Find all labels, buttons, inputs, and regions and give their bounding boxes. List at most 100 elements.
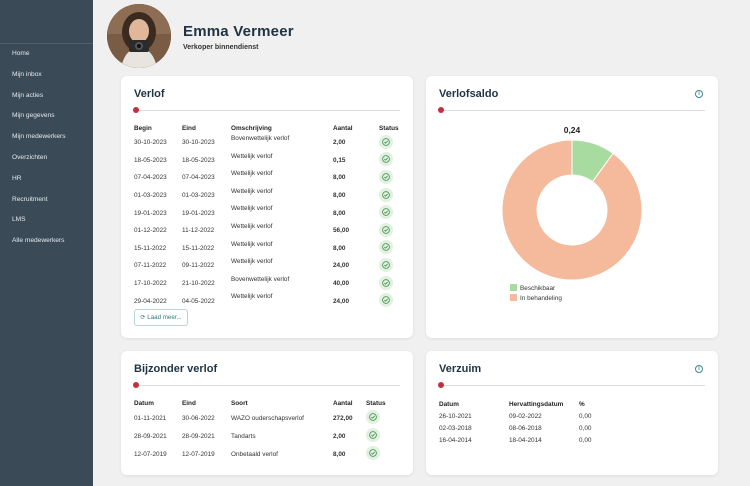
cell-begin: 18-05-2023	[134, 156, 167, 164]
cell-status	[379, 292, 404, 310]
cell-eind: 18-05-2023	[182, 156, 215, 164]
cell-begin: 19-01-2023	[134, 209, 167, 217]
divider	[134, 385, 400, 386]
cell-datum: 02-03-2018	[439, 424, 472, 432]
cell-omschrijving: Bovenwettelijk verlof	[231, 275, 290, 283]
table-row: 01-03-2023 01-03-2023 Wettelijk verlof 8,00	[134, 187, 404, 205]
cell-omschrijving: Wettelijk verlof	[231, 240, 273, 248]
cell-eind: 15-11-2022	[182, 244, 215, 252]
cell-status	[379, 222, 404, 240]
cell-hervatting: 09-02-2022	[509, 412, 542, 420]
load-more-label: Laad meer...	[147, 314, 182, 321]
approved-status-icon	[379, 275, 393, 290]
table-row: 30-10-2023 30-10-2023 Bovenwettelijk verlo…	[134, 134, 404, 152]
cell-omschrijving: Wettelijk verlof	[231, 205, 273, 213]
cell-status	[379, 152, 404, 170]
col-omschrijving: Omschrijving	[231, 124, 272, 132]
cell-aantal: 8,00	[333, 192, 346, 200]
table-row: 19-01-2023 19-01-2023 Wettelijk verlof 8,00	[134, 204, 404, 222]
cell-status	[366, 427, 404, 445]
approved-status-icon	[379, 240, 393, 255]
legend-item-in-behandeling: In behandeling	[510, 293, 562, 304]
table-row: 18-05-2023 18-05-2023 Wettelijk verlof 0,15	[134, 152, 404, 170]
cell-soort: WAZO ouderschapsverlof	[231, 414, 304, 422]
sidebar-item-hr[interactable]: HR	[12, 174, 22, 182]
bijzonder-title: Bijzonder verlof	[134, 363, 218, 375]
cell-status	[379, 169, 404, 187]
table-row: 01-11-2021 30-06-2022 WAZO ouderschapsverl…	[134, 409, 404, 427]
cell-eind: 11-12-2022	[182, 227, 215, 235]
approved-status-icon	[379, 134, 393, 149]
cell-aantal: 0,15	[333, 156, 346, 164]
chart-legend: Beschikbaar In behandeling	[510, 283, 562, 304]
cell-percentage: 0,00	[579, 424, 592, 432]
table-row: 02-03-2018 08-06-2018 0,00	[439, 422, 639, 434]
table-row: 12-07-2019 12-07-2019 Onbetaald verlof 8,00	[134, 445, 404, 463]
load-more-button[interactable]: ⟳ Laad meer...	[134, 309, 188, 326]
table-row: 16-04-2014 18-04-2014 0,00	[439, 434, 639, 446]
cell-aantal: 8,00	[333, 244, 346, 252]
col-begin: Begin	[134, 124, 152, 132]
cell-aantal: 8,00	[333, 174, 346, 182]
approved-status-icon	[366, 446, 380, 460]
cell-begin: 17-10-2022	[134, 280, 167, 288]
sidebar-item-recruitment[interactable]: Recruitment	[12, 195, 48, 203]
col-datum: Datum	[134, 399, 154, 407]
col-status: Status	[366, 399, 386, 407]
verzuim-card: Verzuim i Datum Hervattingsdatum % 26-10…	[426, 351, 718, 475]
indicator-dot	[133, 107, 139, 113]
verzuim-table: Datum Hervattingsdatum % 26-10-2021 09-02…	[439, 398, 639, 446]
cell-eind: 21-10-2022	[182, 280, 215, 288]
cell-datum: 28-09-2021	[134, 432, 167, 440]
cell-aantal: 272,00	[333, 414, 353, 422]
cell-eind: 28-09-2021	[182, 432, 215, 440]
sidebar-item-lms[interactable]: LMS	[12, 216, 26, 224]
cell-aantal: 8,00	[333, 209, 346, 217]
cell-aantal: 2,00	[333, 139, 346, 147]
sidebar-item-overzichten[interactable]: Overzichten	[12, 153, 48, 161]
verlof-title: Verlof	[134, 88, 165, 100]
cell-status	[379, 257, 404, 275]
verzuim-title: Verzuim	[439, 363, 482, 375]
col-aantal: Aantal	[333, 399, 353, 407]
cell-omschrijving: Wettelijk verlof	[231, 293, 273, 301]
cell-aantal: 2,00	[333, 432, 346, 440]
saldo-value: 0,24	[563, 125, 581, 135]
approved-status-icon	[379, 257, 393, 272]
verlof-card: Verlof Begin Eind Omschrijving Aantal St…	[121, 76, 413, 338]
approved-status-icon	[379, 222, 393, 237]
verlofsaldo-title: Verlofsaldo	[439, 88, 499, 100]
info-icon[interactable]: i	[695, 90, 703, 98]
cell-begin: 30-10-2023	[134, 139, 167, 147]
sidebar-item-acties[interactable]: Mijn acties	[12, 91, 44, 99]
cell-status	[379, 204, 404, 222]
donut-slice-in-behandeling[interactable]	[501, 139, 643, 281]
sidebar-item-inbox[interactable]: Mijn inbox	[12, 70, 42, 78]
approved-status-icon	[379, 152, 393, 167]
info-icon[interactable]: i	[695, 365, 703, 373]
cell-omschrijving: Wettelijk verlof	[231, 187, 273, 195]
sidebar-item-medewerkers[interactable]: Mijn medewerkers	[12, 133, 66, 141]
col-status: Status	[379, 124, 399, 132]
col-aantal: Aantal	[333, 124, 353, 132]
table-row: 17-10-2022 21-10-2022 Bovenwettelijk verlo…	[134, 275, 404, 293]
sidebar-menu: Home Mijn inbox Mijn acties Mijn gegeven…	[0, 44, 93, 252]
sidebar-item-alle-medewerkers[interactable]: Alle medewerkers	[12, 237, 65, 245]
table-row: 01-12-2022 11-12-2022 Wettelijk verlof 56,0…	[134, 222, 404, 240]
sidebar-item-gegevens[interactable]: Mijn gegevens	[12, 112, 55, 120]
refresh-icon: ⟳	[140, 314, 146, 321]
approved-status-icon	[366, 410, 380, 424]
cell-aantal: 8,00	[333, 450, 346, 458]
approved-status-icon	[379, 169, 393, 184]
table-row: 28-09-2021 28-09-2021 Tandarts 2,00	[134, 427, 404, 445]
sidebar-item-home[interactable]: Home	[12, 50, 30, 57]
sidebar: Home Mijn inbox Mijn acties Mijn gegeven…	[0, 0, 93, 486]
cell-begin: 01-03-2023	[134, 192, 167, 200]
cell-status	[379, 275, 404, 293]
indicator-dot	[133, 382, 139, 388]
approved-status-icon	[379, 293, 393, 308]
cell-hervatting: 08-06-2018	[509, 424, 542, 432]
approved-status-icon	[379, 187, 393, 202]
avatar	[107, 4, 171, 68]
cell-datum: 16-04-2014	[439, 436, 472, 444]
